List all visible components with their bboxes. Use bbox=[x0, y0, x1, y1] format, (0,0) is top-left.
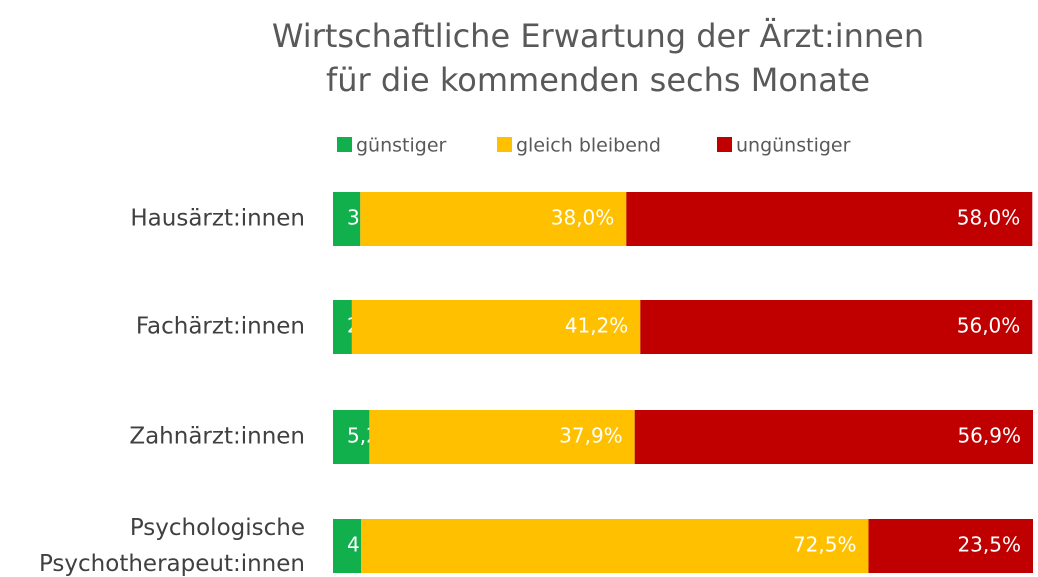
legend-label: ungünstiger bbox=[736, 135, 851, 157]
chart-title: Wirtschaftliche Erwartung der Ärzt:innen bbox=[272, 17, 924, 55]
data-label: 37,9% bbox=[559, 424, 623, 448]
legend-label: günstiger bbox=[356, 135, 447, 157]
data-label: 23,5% bbox=[957, 533, 1021, 557]
bar-segment bbox=[626, 192, 1033, 246]
bar-segment bbox=[868, 519, 1033, 573]
data-label: 56,0% bbox=[957, 314, 1021, 338]
y-tick-label: Fachärzt:innen bbox=[136, 314, 305, 340]
bar-segment bbox=[333, 300, 352, 354]
legend-swatch bbox=[717, 137, 732, 152]
data-label: 38,0% bbox=[551, 206, 615, 230]
bar-segment bbox=[351, 300, 641, 354]
data-label: 41,2% bbox=[565, 314, 629, 338]
bar-segment bbox=[634, 410, 1033, 464]
data-label: 56,9% bbox=[957, 424, 1021, 448]
bar-segment bbox=[333, 192, 361, 246]
bar-segment bbox=[333, 410, 370, 464]
bar-segment bbox=[640, 300, 1033, 354]
data-label: 72,5% bbox=[793, 533, 857, 557]
legend-swatch bbox=[337, 137, 352, 152]
y-tick-label: Hausärzt:innen bbox=[130, 206, 305, 232]
bar-segment bbox=[369, 410, 635, 464]
data-label: 58,0% bbox=[957, 206, 1021, 230]
bar-segment bbox=[361, 519, 869, 573]
y-tick-label: Zahnärzt:innen bbox=[129, 424, 305, 450]
chart-title: für die kommenden sechs Monate bbox=[326, 61, 870, 99]
bar-segment bbox=[333, 519, 361, 573]
y-tick-label: Psychologische Psychotherapeut:innen bbox=[39, 515, 305, 577]
legend-swatch bbox=[497, 137, 512, 152]
bar-segment bbox=[360, 192, 627, 246]
legend-label: gleich bleibend bbox=[516, 135, 661, 157]
